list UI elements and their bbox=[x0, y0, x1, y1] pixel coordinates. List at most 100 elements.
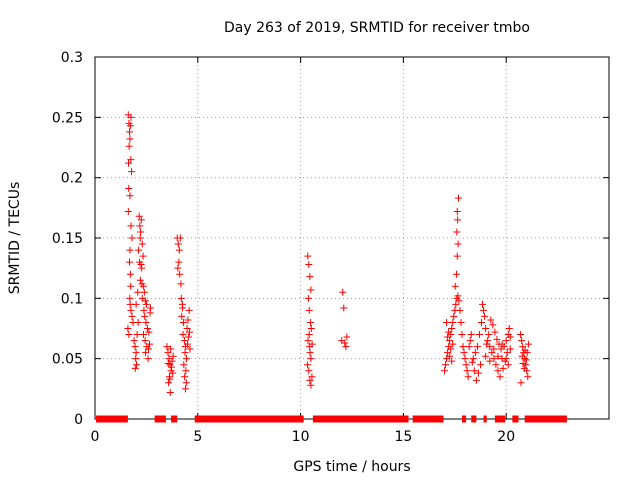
data-point bbox=[178, 312, 186, 320]
data-point bbox=[450, 312, 458, 320]
data-point bbox=[451, 282, 459, 290]
data-point bbox=[456, 306, 464, 314]
data-point bbox=[127, 156, 135, 164]
data-point bbox=[141, 337, 149, 345]
data-point bbox=[135, 246, 143, 254]
data-point bbox=[339, 288, 347, 296]
data-point bbox=[486, 357, 494, 365]
y-tick-label: 0.15 bbox=[52, 231, 83, 247]
data-point bbox=[524, 340, 532, 348]
data-point bbox=[478, 318, 486, 326]
data-point bbox=[165, 379, 173, 387]
data-point bbox=[185, 333, 193, 341]
data-point bbox=[449, 340, 457, 348]
data-point bbox=[485, 331, 493, 339]
data-point bbox=[480, 306, 488, 314]
data-point bbox=[167, 363, 175, 371]
data-point bbox=[505, 325, 513, 332]
data-point bbox=[465, 343, 473, 351]
data-point bbox=[474, 369, 482, 377]
data-point bbox=[184, 316, 192, 324]
data-point bbox=[174, 264, 182, 272]
data-point bbox=[142, 349, 150, 357]
data-point bbox=[183, 325, 191, 332]
data-point bbox=[471, 349, 479, 357]
data-point bbox=[522, 356, 530, 364]
data-point bbox=[145, 328, 153, 336]
data-point bbox=[179, 318, 187, 326]
data-point bbox=[506, 345, 514, 353]
data-point bbox=[491, 328, 499, 336]
data-point bbox=[125, 142, 133, 150]
data-point bbox=[468, 358, 476, 366]
data-point bbox=[147, 304, 155, 312]
data-point bbox=[138, 280, 146, 288]
data-point bbox=[142, 318, 150, 326]
data-point bbox=[305, 306, 313, 314]
data-point bbox=[305, 367, 313, 375]
data-point bbox=[177, 280, 185, 288]
x-tick-label: 5 bbox=[193, 429, 202, 445]
data-point bbox=[448, 325, 456, 332]
data-point bbox=[490, 345, 498, 353]
x-tick-label: 20 bbox=[497, 429, 515, 445]
data-point bbox=[457, 318, 465, 326]
y-tick-label: 0 bbox=[74, 412, 83, 428]
data-point bbox=[306, 318, 314, 326]
data-point bbox=[489, 321, 497, 329]
data-point bbox=[127, 222, 135, 230]
data-point bbox=[464, 373, 472, 381]
data-point bbox=[186, 328, 194, 336]
data-point bbox=[458, 331, 466, 339]
data-point bbox=[496, 373, 504, 381]
data-point bbox=[460, 349, 468, 357]
data-point bbox=[179, 331, 187, 339]
data-point bbox=[473, 343, 481, 351]
data-point bbox=[181, 373, 189, 381]
data-point bbox=[175, 246, 183, 254]
data-point bbox=[492, 361, 500, 369]
data-point bbox=[182, 367, 190, 375]
data-point bbox=[454, 292, 462, 300]
data-point bbox=[141, 312, 149, 320]
data-point bbox=[137, 261, 145, 269]
data-point bbox=[180, 361, 188, 369]
data-point bbox=[461, 355, 469, 363]
data-point bbox=[126, 192, 134, 200]
data-point bbox=[126, 270, 134, 278]
data-point bbox=[307, 286, 315, 294]
data-point bbox=[127, 306, 135, 314]
data-point bbox=[453, 207, 461, 215]
y-tick-label: 0.05 bbox=[52, 352, 83, 368]
data-point bbox=[305, 261, 313, 269]
data-point bbox=[138, 240, 146, 248]
data-point bbox=[137, 228, 145, 236]
data-point bbox=[454, 216, 462, 224]
data-point bbox=[126, 258, 134, 266]
data-point bbox=[469, 355, 477, 363]
data-point bbox=[133, 331, 141, 339]
data-point bbox=[466, 337, 474, 345]
data-point bbox=[523, 349, 531, 357]
data-point bbox=[166, 375, 174, 383]
data-point bbox=[174, 240, 182, 248]
data-point bbox=[166, 388, 174, 396]
data-point bbox=[449, 318, 457, 326]
data-point bbox=[482, 352, 490, 360]
data-point bbox=[176, 270, 184, 278]
data-point bbox=[504, 361, 512, 369]
data-point bbox=[128, 234, 136, 242]
data-point bbox=[144, 345, 152, 353]
data-point bbox=[175, 258, 183, 266]
data-point bbox=[125, 185, 133, 193]
data-point bbox=[506, 333, 514, 341]
data-point bbox=[448, 357, 456, 365]
data-point bbox=[143, 325, 151, 332]
y-tick-label: 0.1 bbox=[61, 291, 83, 307]
data-point bbox=[343, 333, 351, 341]
data-point bbox=[494, 352, 502, 360]
data-point bbox=[493, 335, 501, 343]
data-point bbox=[483, 340, 491, 348]
data-point bbox=[124, 325, 132, 332]
